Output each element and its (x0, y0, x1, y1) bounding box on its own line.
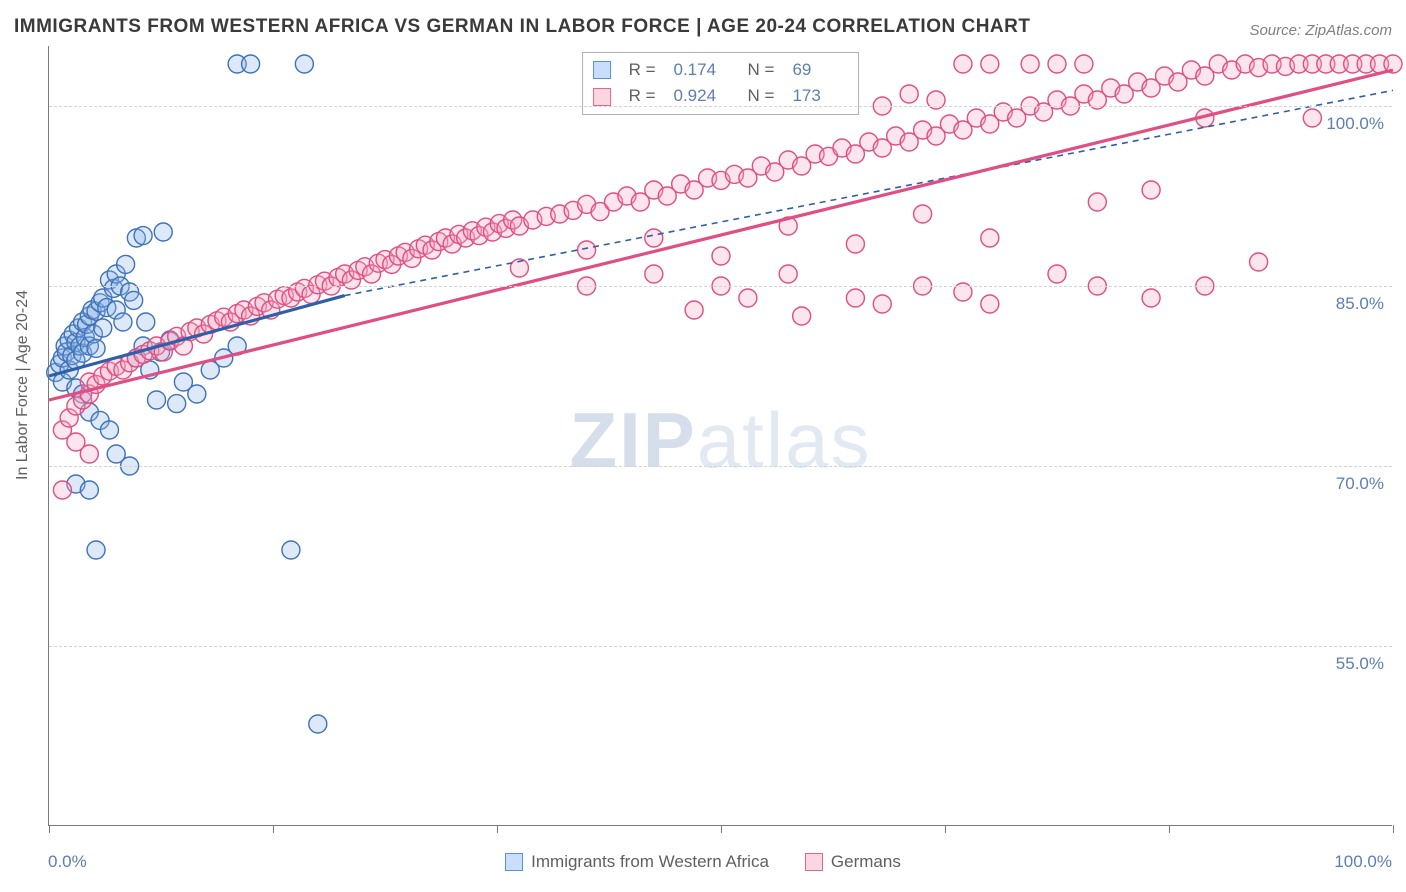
data-point (981, 295, 999, 313)
x-tick (497, 825, 498, 833)
x-tick (1169, 825, 1170, 833)
data-point (1303, 109, 1321, 127)
data-point (242, 55, 260, 73)
data-point (1250, 253, 1268, 271)
data-point (981, 229, 999, 247)
data-point (114, 313, 132, 331)
data-point (134, 227, 152, 245)
data-point (100, 421, 118, 439)
legend-swatch (505, 853, 523, 871)
legend-swatch (593, 61, 611, 79)
x-tick (273, 825, 274, 833)
data-point (846, 235, 864, 253)
chart-svg (49, 46, 1392, 825)
legend-item: Germans (805, 852, 901, 872)
data-point (295, 55, 313, 73)
data-point (80, 481, 98, 499)
source-label: Source: ZipAtlas.com (1249, 22, 1392, 39)
x-tick (1393, 825, 1394, 833)
legend-r-label: R = (629, 57, 656, 83)
plot-area: ZIPatlas R =0.174N =69R =0.924N =173 100… (48, 46, 1392, 826)
x-tick (721, 825, 722, 833)
gridline (49, 466, 1392, 467)
data-point (117, 255, 135, 273)
data-point (1048, 55, 1066, 73)
data-point (87, 541, 105, 559)
x-tick (49, 825, 50, 833)
data-point (779, 265, 797, 283)
data-point (125, 291, 143, 309)
legend-row: R = 0.174 N = 69 (593, 57, 849, 83)
data-point (87, 339, 105, 357)
legend-label: Immigrants from Western Africa (531, 852, 769, 872)
y-tick-label: 100.0% (1326, 114, 1384, 134)
series-legend: Immigrants from Western Africa Germans (0, 852, 1406, 876)
trend-extrapolation (345, 90, 1393, 295)
data-point (739, 289, 757, 307)
chart-title: IMMIGRANTS FROM WESTERN AFRICA VS GERMAN… (14, 16, 1030, 38)
data-point (154, 223, 172, 241)
y-tick-label: 55.0% (1336, 654, 1384, 674)
data-point (168, 395, 186, 413)
data-point (1021, 55, 1039, 73)
data-point (137, 313, 155, 331)
data-point (645, 229, 663, 247)
data-point (188, 385, 206, 403)
gridline (49, 286, 1392, 287)
data-point (148, 391, 166, 409)
data-point (685, 301, 703, 319)
data-point (578, 241, 596, 259)
data-point (53, 481, 71, 499)
data-point (94, 319, 112, 337)
data-point (645, 265, 663, 283)
legend-n-label: N = (748, 57, 775, 83)
gridline (49, 646, 1392, 647)
x-tick (945, 825, 946, 833)
data-point (309, 715, 327, 733)
legend-swatch (593, 88, 611, 106)
data-point (793, 307, 811, 325)
data-point (954, 55, 972, 73)
legend-n-value: 69 (792, 57, 848, 83)
trend-line (49, 70, 1393, 400)
data-point (1048, 265, 1066, 283)
data-point (1088, 193, 1106, 211)
y-tick-label: 70.0% (1336, 474, 1384, 494)
data-point (282, 541, 300, 559)
data-point (873, 295, 891, 313)
data-point (981, 55, 999, 73)
legend-item: Immigrants from Western Africa (505, 852, 769, 872)
y-tick-label: 85.0% (1336, 294, 1384, 314)
legend-swatch (805, 853, 823, 871)
gridline (49, 106, 1392, 107)
data-point (900, 85, 918, 103)
legend-r-value: 0.174 (674, 57, 730, 83)
data-point (80, 445, 98, 463)
data-point (914, 205, 932, 223)
data-point (846, 289, 864, 307)
y-axis-title: In Labor Force | Age 20-24 (14, 290, 32, 480)
legend-label: Germans (831, 852, 901, 872)
data-point (1075, 55, 1093, 73)
data-point (1142, 289, 1160, 307)
data-point (712, 247, 730, 265)
data-point (1142, 181, 1160, 199)
